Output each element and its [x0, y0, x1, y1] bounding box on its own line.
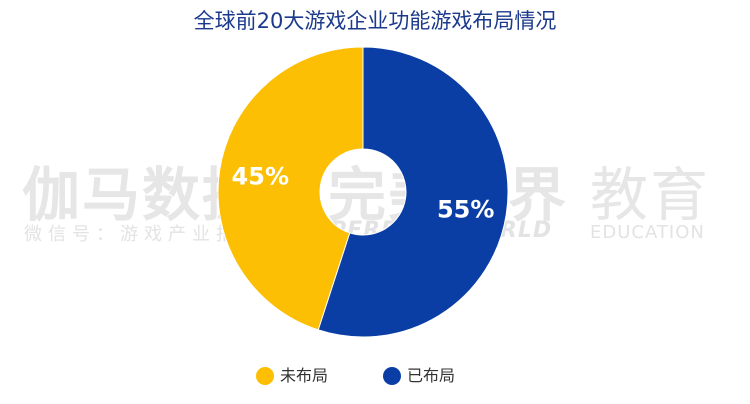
legend-label-已布局: 已布局 — [407, 366, 456, 385]
pie-slice-未布局 — [217, 46, 364, 331]
data-label-未布局: 45% — [232, 163, 289, 191]
legend-label-未布局: 未布局 — [280, 366, 329, 385]
data-label-已布局: 55% — [437, 195, 494, 223]
legend-swatch-已布局 — [383, 367, 401, 385]
legend-swatch-未布局 — [256, 367, 274, 385]
pie-slice-已布局 — [317, 46, 509, 338]
legend-item-未布局: 未布局 — [256, 361, 328, 391]
legend-item-已布局: 已布局 — [383, 361, 455, 391]
chart-title: 全球前20大游戏企业功能游戏布局情况 — [193, 9, 557, 33]
legend: 未布局 已布局 — [0, 361, 750, 391]
